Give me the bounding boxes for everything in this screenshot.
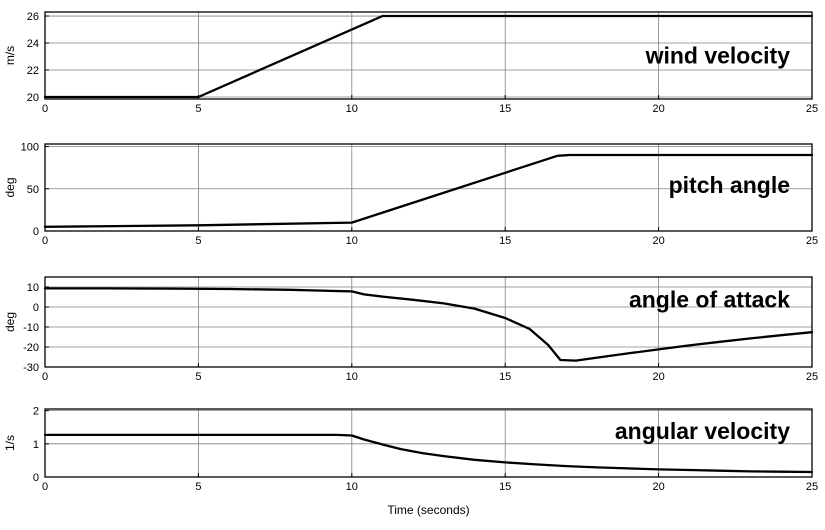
axes-box	[44, 11, 813, 100]
x-tick-label: 5	[195, 371, 201, 383]
plot-title-angular-velocity: angular velocity	[615, 418, 790, 444]
y-tick-label: 26	[27, 11, 39, 23]
x-tick-label: 0	[42, 235, 48, 247]
x-tick-label: 20	[652, 371, 664, 383]
x-tick-label: 15	[499, 103, 511, 115]
x-axis-label: Time (seconds)	[387, 503, 469, 517]
x-tick-label: 25	[806, 371, 818, 383]
x-tick-label: 10	[346, 481, 358, 493]
y-tick-label: 100	[21, 142, 39, 154]
y-tick-label: -10	[23, 322, 39, 334]
y-tick-label: 0	[33, 226, 39, 238]
x-tick-label: 20	[652, 481, 664, 493]
x-tick-label: 15	[499, 235, 511, 247]
x-tick-label: 0	[42, 481, 48, 493]
x-tick-label: 15	[499, 371, 511, 383]
x-tick-label: 25	[806, 235, 818, 247]
x-tick-label: 10	[346, 235, 358, 247]
x-tick-label: 5	[195, 235, 201, 247]
axes-box	[44, 143, 813, 232]
trace-pitch-angle	[43, 153, 814, 228]
y-axis-label: m/s	[3, 46, 17, 65]
y-axis-label: 1/s	[3, 435, 17, 451]
x-tick-label: 20	[652, 235, 664, 247]
x-tick-label: 25	[806, 481, 818, 493]
y-tick-label: -20	[23, 342, 39, 354]
y-tick-label: 1	[33, 439, 39, 451]
x-tick-label: 5	[195, 103, 201, 115]
y-tick-label: -30	[23, 362, 39, 374]
y-tick-label: 20	[27, 92, 39, 104]
x-tick-label: 0	[42, 371, 48, 383]
x-tick-label: 5	[195, 481, 201, 493]
y-tick-label: 0	[33, 472, 39, 484]
x-tick-label: 0	[42, 103, 48, 115]
trace-wind-velocity	[43, 14, 814, 99]
plot-title-angle-of-attack: angle of attack	[629, 287, 790, 313]
trace-angular-velocity	[43, 433, 814, 474]
y-tick-label: 22	[27, 65, 39, 77]
trace-angle-of-attack	[43, 287, 814, 362]
x-tick-label: 10	[346, 371, 358, 383]
y-tick-label: 0	[33, 302, 39, 314]
x-tick-label: 20	[652, 103, 664, 115]
x-tick-label: 25	[806, 103, 818, 115]
y-tick-label: 10	[27, 282, 39, 294]
y-axis-label: deg	[3, 312, 17, 332]
x-tick-label: 15	[499, 481, 511, 493]
plot-title-pitch-angle: pitch angle	[669, 172, 790, 198]
y-tick-label: 24	[27, 38, 39, 50]
axes-box	[44, 408, 813, 478]
x-tick-label: 10	[346, 103, 358, 115]
y-tick-label: 50	[27, 184, 39, 196]
y-tick-label: 2	[33, 406, 39, 418]
plot-title-wind-velocity: wind velocity	[645, 43, 791, 69]
axes-box	[44, 276, 813, 368]
y-axis-label: deg	[3, 177, 17, 197]
